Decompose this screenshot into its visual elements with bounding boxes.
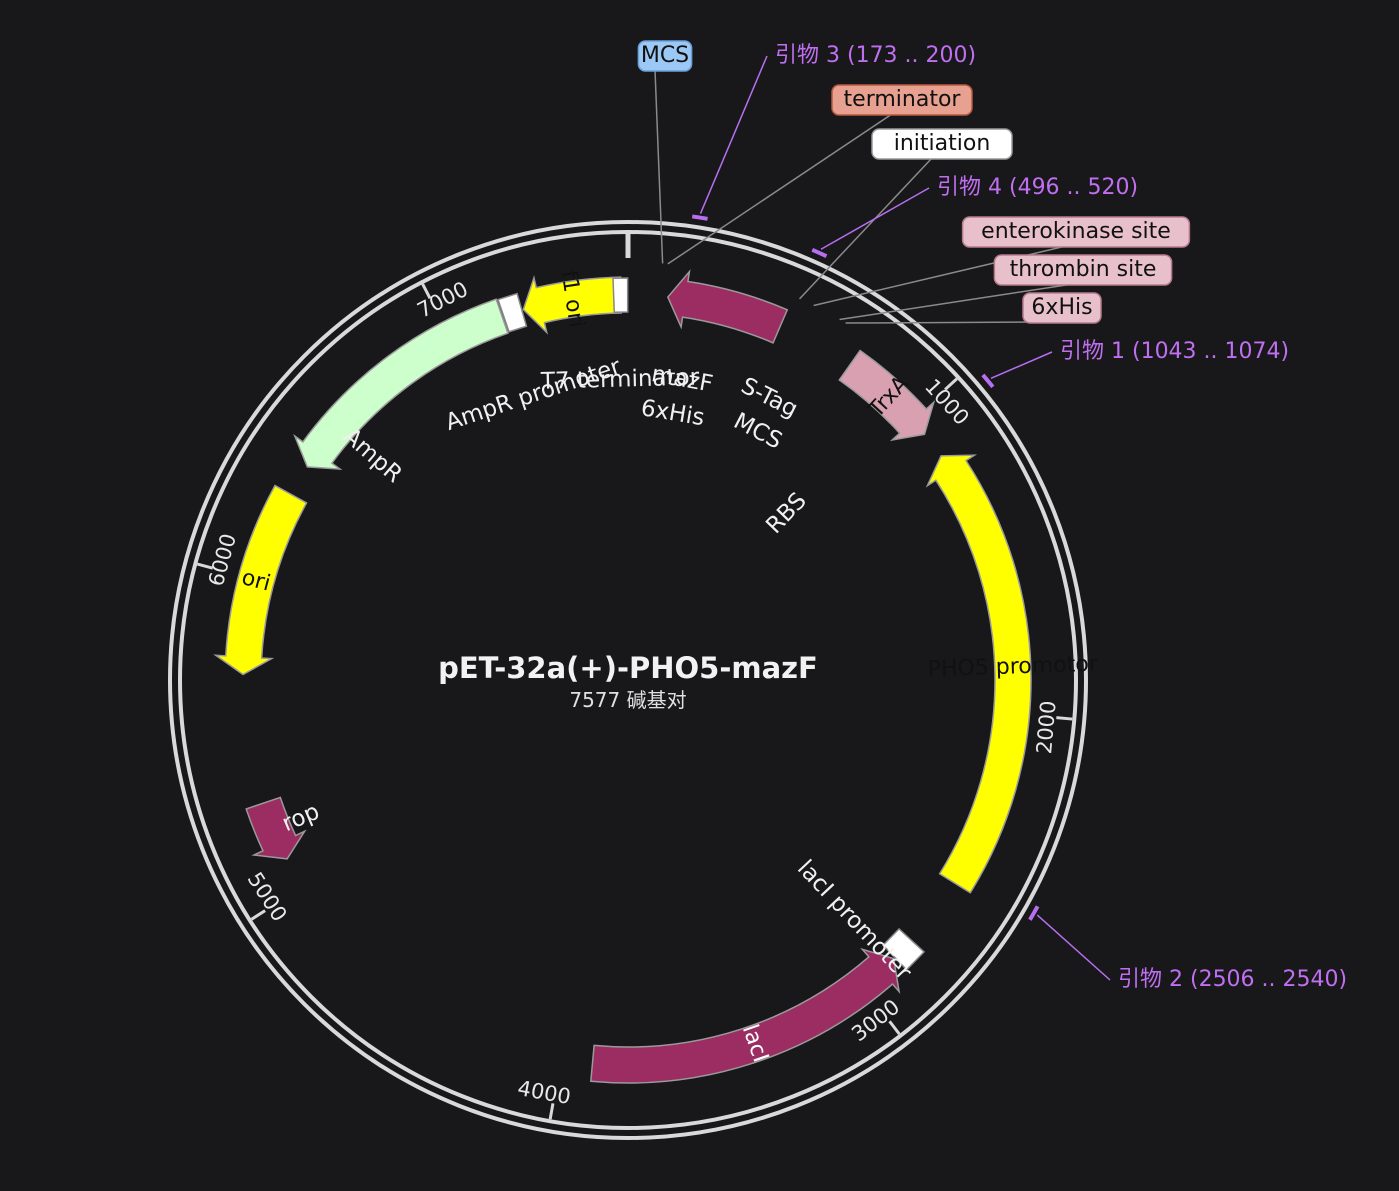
primer-2-marker[interactable] <box>1028 905 1040 921</box>
mcs-box[interactable] <box>637 40 693 72</box>
inner-feature-label: lacI promoter <box>792 855 917 985</box>
feature-ori[interactable] <box>213 484 308 676</box>
primer-4-label: 引物 4 (496 .. 520) <box>937 175 1138 200</box>
tick-mark <box>250 909 266 921</box>
inner-feature-label: AmpR promoter <box>442 354 624 436</box>
feature-label-pho5-promotor: PHO5 promotor <box>927 652 1099 683</box>
tick-mark <box>548 1103 555 1120</box>
primer-1-leader <box>990 351 1053 379</box>
callout-leader <box>799 157 933 300</box>
small-features <box>497 277 926 971</box>
feature-mazf[interactable] <box>666 269 789 344</box>
tick-mark <box>196 562 214 570</box>
initiation-box[interactable] <box>871 128 1013 160</box>
callout-leader <box>667 113 893 265</box>
feature-f1-ori[interactable] <box>522 275 623 335</box>
initiation-box-text: initiation <box>894 131 991 156</box>
thrombin-box[interactable] <box>993 254 1173 286</box>
plasmid-name: pET-32a(+)-PHO5-mazF <box>438 651 818 685</box>
primer-2-label: 引物 2 (2506 .. 2540) <box>1118 967 1347 992</box>
terminator-box-text: terminator <box>844 87 962 112</box>
feature-pho5-promotor[interactable] <box>925 454 1032 894</box>
6xhis-box[interactable] <box>1022 292 1102 324</box>
inner-feature-label: mazF <box>649 361 714 398</box>
feature-laci-promoter[interactable] <box>882 927 926 971</box>
plasmid-length: 7577 碱基对 <box>569 688 686 712</box>
callout-leader <box>845 321 1053 324</box>
tick-mark <box>888 1020 901 1035</box>
inner-feature-label: rop <box>278 799 323 838</box>
primer-markers: 引物 3 (173 .. 200) 引物 4 (496 .. 520) 引物 1 (… <box>691 43 1347 992</box>
tick-label: 6000 <box>204 531 241 589</box>
feature-t7-terminator[interactable] <box>612 277 629 314</box>
primer-4-marker[interactable] <box>811 247 828 258</box>
tick-mark <box>944 377 958 391</box>
feature-laci[interactable] <box>589 947 901 1084</box>
callout-leader <box>839 283 1074 321</box>
plasmid-center-label: pET-32a(+)-PHO5-mazF 7577 碱基对 <box>438 651 818 712</box>
primer-3-leader <box>699 55 768 214</box>
primer-2-leader <box>1036 914 1111 981</box>
feature-ampr-promoter[interactable] <box>497 292 528 333</box>
outer-backbone-circle <box>168 220 1088 1140</box>
6xhis-box-text: 6xHis <box>1031 295 1092 320</box>
feature-trxa[interactable] <box>838 349 936 442</box>
primer-3-label: 引物 3 (173 .. 200) <box>775 43 976 68</box>
callout-leader <box>654 69 664 264</box>
enterokinase-box-text: enterokinase site <box>981 219 1171 244</box>
inner-feature-label: RBS <box>761 488 812 539</box>
primer-1-marker[interactable] <box>981 373 995 389</box>
feature-ampr[interactable] <box>293 298 509 470</box>
feature-label-f1-ori: f1 ori <box>556 269 589 329</box>
primer-1-label: 引物 1 (1043 .. 1074) <box>1060 339 1289 364</box>
tick-mark <box>1056 716 1073 721</box>
feature-rop[interactable] <box>245 796 307 860</box>
inner-feature-label: AmpR <box>338 423 407 488</box>
backbone-ring <box>168 220 1088 1140</box>
callout-labels: MCS terminator initiation enterokinase site… <box>637 40 1191 324</box>
inner-feature-label: T7 terminator <box>540 364 700 394</box>
primer-4-leader <box>820 187 930 250</box>
thrombin-box-text: thrombin site <box>1010 257 1157 282</box>
inner-backbone-circle <box>178 230 1078 1130</box>
tick-mark <box>421 283 432 299</box>
mcs-box-text: MCS <box>641 43 689 68</box>
tick-label: 2000 <box>1032 700 1061 755</box>
enterokinase-box[interactable] <box>961 216 1191 248</box>
primer-3-marker[interactable] <box>691 214 708 221</box>
inner-feature-label: 6xHis <box>639 395 706 431</box>
terminator-box[interactable] <box>831 84 973 116</box>
tick-label: 4000 <box>516 1076 573 1109</box>
